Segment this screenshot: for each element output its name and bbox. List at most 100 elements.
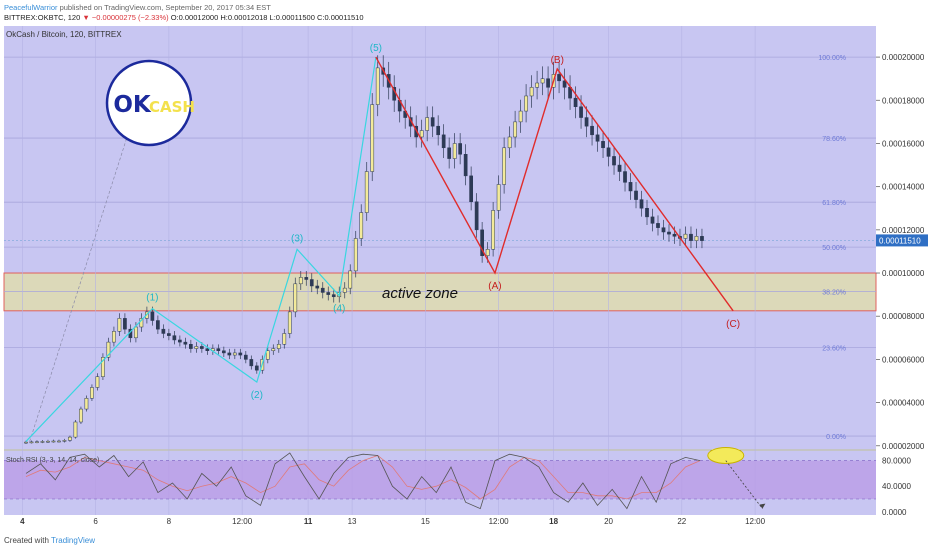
candle-body [584, 117, 589, 127]
ticker-info: BITTREX:OKBTC, 120 ▼ −0.00000275 (−2.33%… [4, 13, 364, 22]
publish-info: PeacefulWarrior published on TradingView… [4, 3, 271, 12]
candle-body [496, 184, 501, 211]
wave-label: (4) [333, 304, 345, 315]
candle-body [447, 147, 452, 159]
candle-body [178, 339, 182, 343]
candle-body [529, 87, 534, 97]
price-chart[interactable]: 100.00% 78.60% 61.80% 50.00% 38.20% 23.60% 0.0… [0, 24, 932, 530]
candle-body [562, 80, 567, 88]
candle-body [700, 236, 704, 241]
candle-body [57, 440, 61, 443]
candle-body [238, 352, 243, 356]
x-tick-label: 11 [304, 517, 313, 526]
stoch-band [4, 460, 876, 499]
y-tick-label: 0.00008000 [882, 312, 925, 321]
candle-body [90, 387, 94, 399]
candle-body [595, 134, 600, 142]
y-tick-label: 0.00002000 [882, 442, 925, 451]
candle-body [425, 117, 430, 131]
candle-body [694, 236, 699, 241]
symbol-label: OkCash / Bitcoin, 120, BITTREX [6, 30, 122, 39]
candle-body [546, 78, 550, 88]
stoch-k-line [25, 452, 701, 510]
candle-body [24, 441, 28, 444]
x-tick-label: 15 [421, 517, 430, 526]
wave-label: (5) [370, 43, 382, 54]
y-tick-label: 0.00006000 [882, 355, 925, 364]
candle-body [485, 249, 490, 256]
okcash-logo: OK CASH [105, 59, 195, 147]
tradingview-link[interactable]: TradingView [51, 536, 96, 545]
active-zone-label: active zone [382, 285, 458, 302]
candle-body [348, 270, 353, 289]
candle-body [68, 436, 72, 441]
candle-body [359, 212, 364, 239]
wave-label: (1) [146, 293, 158, 304]
candle-body [112, 331, 116, 343]
x-tick-label: 6 [93, 517, 98, 526]
candle-body [221, 350, 226, 354]
candle-body [106, 341, 111, 358]
x-tick-label: 20 [604, 517, 613, 526]
y-tick-label: 0.00020000 [882, 53, 925, 62]
candle-body [672, 233, 677, 237]
price-axis-bg [876, 26, 932, 530]
candle-body [243, 354, 248, 360]
candle-body [524, 95, 528, 112]
candle-body [430, 117, 435, 127]
publish-date: published on TradingView.com, September … [59, 3, 271, 12]
x-tick-label: 18 [549, 517, 558, 526]
candle-body [315, 285, 320, 289]
candle-body [326, 292, 331, 295]
wave-label: (C) [726, 319, 740, 330]
candle-body [650, 216, 655, 224]
footer: Created with TradingView [4, 536, 95, 545]
candle-body [183, 341, 188, 345]
x-tick-label: 8 [167, 517, 172, 526]
x-tick-label: 13 [348, 517, 357, 526]
candle-body [436, 125, 441, 136]
candle-body [232, 352, 237, 356]
fib-label: 0.00% [826, 434, 846, 441]
candle-body [342, 287, 347, 293]
stoch-tick-label: 0.0000 [882, 508, 907, 517]
candle-body [123, 318, 127, 330]
fib-label: 38.20% [822, 289, 846, 296]
author-link[interactable]: PeacefulWarrior [4, 3, 58, 12]
candle-body [689, 233, 693, 241]
logo-ok: OK [113, 92, 152, 118]
candle-body [51, 440, 56, 443]
candle-body [480, 229, 484, 256]
candle-body [441, 134, 446, 149]
stoch-tick-label: 80.0000 [882, 457, 911, 466]
active-zone-band [3, 272, 877, 312]
wave-label: (A) [488, 281, 501, 292]
candle-body [271, 348, 276, 352]
stoch-rsi-label: Stoch RSI (3, 3, 14, 14, close) [6, 457, 99, 464]
candle-body [46, 440, 50, 443]
candle-body [84, 398, 89, 410]
y-tick-label: 0.00012000 [882, 226, 925, 235]
candle-body [304, 277, 309, 280]
y-tick-label: 0.00018000 [882, 96, 925, 105]
candle-body [249, 359, 254, 367]
fib-label: 100.00% [818, 55, 846, 62]
candle-body [265, 350, 270, 360]
x-tick-label: 12:00 [489, 517, 510, 526]
candle-body [331, 294, 336, 298]
candle-body [276, 344, 281, 349]
candle-body [375, 67, 380, 105]
candle-body [458, 143, 463, 155]
candle-body [161, 328, 166, 334]
candle-body [502, 147, 506, 185]
candle-body [216, 348, 221, 352]
last-price-label: 0.00011510 [879, 236, 921, 245]
candle-body [40, 441, 45, 443]
candle-body [227, 352, 232, 356]
corrective-wave-line [375, 56, 734, 312]
candle-body [491, 210, 495, 250]
candle-body [134, 326, 138, 339]
candle-body [298, 277, 303, 285]
candle-body [150, 311, 155, 321]
candle-body [167, 333, 171, 336]
